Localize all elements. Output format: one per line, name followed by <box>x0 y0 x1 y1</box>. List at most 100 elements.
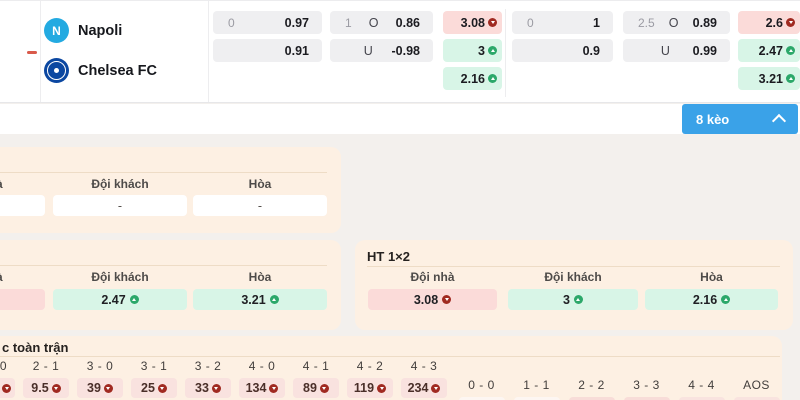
trend-up-icon <box>488 46 497 55</box>
score-column: 3 - 2 33 <box>181 359 235 398</box>
x12-home-odds-cell[interactable]: 3.08 <box>443 11 502 34</box>
score-odds-cell[interactable] <box>568 397 615 400</box>
score-column: AOS <box>729 378 784 400</box>
ht-home-odds-cell[interactable]: 3.08 <box>368 289 497 310</box>
x12-home-odds-cell[interactable]: 2.6 <box>738 11 800 34</box>
odds-value: 3.08 <box>460 15 485 30</box>
odds-value: 0.91 <box>284 43 309 58</box>
score-odds-cell[interactable]: 9.5 <box>23 378 69 398</box>
section-divider <box>0 265 327 266</box>
score-label: 2 - 1 <box>32 359 60 373</box>
section-x12-lines <box>0 147 341 233</box>
napoli-logo-icon: N <box>44 18 69 43</box>
draw-line-cell[interactable]: - <box>193 195 327 216</box>
cut-header-fragment: à <box>0 270 3 284</box>
score-label: 3 - 1 <box>140 359 168 373</box>
score-label: 4 - 4 <box>688 378 715 392</box>
odds-value: 1 <box>593 15 600 30</box>
away-odds-cell[interactable]: 2.47 <box>53 289 187 310</box>
score-odds-cell[interactable] <box>733 397 780 400</box>
trend-down-icon <box>488 18 497 27</box>
odds-value: -0.98 <box>391 43 421 58</box>
score-column: 4 - 0 134 <box>235 359 289 398</box>
score-label: 0 <box>0 359 7 373</box>
trend-up-icon <box>786 46 795 55</box>
trend-up-icon <box>573 295 583 304</box>
cut-odds-cell[interactable] <box>0 195 45 216</box>
team-row-home[interactable]: N Napoli <box>44 18 122 43</box>
handicap-value: 0 <box>527 15 534 30</box>
section-ht-1x2 <box>355 240 793 330</box>
score-label: 4 - 0 <box>248 359 276 373</box>
correct-score-draw-row: 0 - 0 1 - 1 2 - 2 3 - 3 4 - 4 AOS <box>454 378 784 400</box>
correct-score-win-row: 0 2 - 1 9.5 3 - 0 39 3 - 1 25 <box>0 359 451 398</box>
team-row-away[interactable]: Chelsea FC <box>44 58 157 83</box>
score-odds-cell[interactable]: 33 <box>185 378 231 398</box>
x12-away-odds-cell[interactable]: 2.47 <box>738 39 800 62</box>
score-column: 1 - 1 <box>509 378 564 400</box>
score-odds-cell[interactable]: 89 <box>293 378 339 398</box>
match-odds-panel: N Napoli Chelsea FC 0 0.97 0.91 1 O 0.86… <box>0 0 800 103</box>
odds-value: 0.89 <box>692 15 717 30</box>
odds-value: 39 <box>87 381 101 395</box>
over-odds-cell[interactable]: 2.5 O 0.89 <box>623 11 730 34</box>
score-odds-cell[interactable]: 39 <box>77 378 123 398</box>
odds-value: 3 <box>563 292 570 307</box>
under-label: U <box>363 43 373 58</box>
score-column: 0 - 0 <box>454 378 509 400</box>
score-odds-cell[interactable] <box>623 397 670 400</box>
trend-down-icon <box>377 383 387 393</box>
over-label: O <box>368 15 379 30</box>
under-odds-cell[interactable]: U 0.99 <box>623 39 730 62</box>
handicap-home-odds-cell[interactable]: 0 0.97 <box>213 11 322 34</box>
odds-value: 3 <box>478 43 485 58</box>
draw-odds-cell[interactable]: 3.21 <box>193 289 327 310</box>
under-odds-cell[interactable]: U -0.98 <box>330 39 433 62</box>
handicap-away-odds-cell[interactable]: 0.9 <box>512 39 613 62</box>
markets-bar <box>0 104 800 134</box>
score-label: 0 - 0 <box>468 378 495 392</box>
header-away-team: Đội khách <box>91 270 149 284</box>
trend-up-icon <box>269 295 279 304</box>
odds-value: 134 <box>245 381 267 395</box>
header-draw: Hòa <box>700 270 723 284</box>
score-odds-cell[interactable]: 234 <box>401 378 447 398</box>
trend-down-icon <box>51 383 61 393</box>
section-x12-odds <box>0 240 341 330</box>
score-column: 0 <box>0 359 19 398</box>
score-odds-cell[interactable] <box>513 397 560 400</box>
section-divider <box>367 266 780 267</box>
score-label: 3 - 0 <box>86 359 114 373</box>
score-column: 4 - 1 89 <box>289 359 343 398</box>
score-odds-cell[interactable]: 134 <box>239 378 285 398</box>
trend-down-icon <box>442 295 452 304</box>
score-column: 2 - 1 9.5 <box>19 359 73 398</box>
over-odds-cell[interactable]: 1 O 0.86 <box>330 11 433 34</box>
markets-toggle-button[interactable]: 8 kèo <box>682 104 798 134</box>
under-label: U <box>660 43 670 58</box>
score-odds-cell[interactable]: 25 <box>131 378 177 398</box>
trend-down-icon <box>786 18 795 27</box>
odds-value: 0.86 <box>395 15 420 30</box>
handicap-home-odds-cell[interactable]: 0 1 <box>512 11 613 34</box>
odds-value: 2.47 <box>101 292 126 307</box>
score-odds-cell[interactable] <box>678 397 725 400</box>
x12-draw-odds-cell[interactable]: 3.21 <box>738 67 800 90</box>
score-odds-cell[interactable] <box>0 378 15 398</box>
ht-away-odds-cell[interactable]: 3 <box>508 289 638 310</box>
odds-value: 234 <box>407 381 429 395</box>
trend-down-icon <box>431 383 441 393</box>
score-odds-cell[interactable] <box>458 397 505 400</box>
odds-value: 33 <box>195 381 209 395</box>
away-line-cell[interactable]: - <box>53 195 187 216</box>
cut-odds-cell[interactable] <box>0 289 45 310</box>
handicap-value: 0 <box>228 15 235 30</box>
score-column: 3 - 0 39 <box>73 359 127 398</box>
handicap-away-odds-cell[interactable]: 0.91 <box>213 39 322 62</box>
ht-draw-odds-cell[interactable]: 2.16 <box>645 289 778 310</box>
x12-away-odds-cell[interactable]: 3 <box>443 39 502 62</box>
x12-draw-odds-cell[interactable]: 2.16 <box>443 67 502 90</box>
score-label: 3 - 3 <box>633 378 660 392</box>
score-odds-cell[interactable]: 119 <box>347 378 393 398</box>
